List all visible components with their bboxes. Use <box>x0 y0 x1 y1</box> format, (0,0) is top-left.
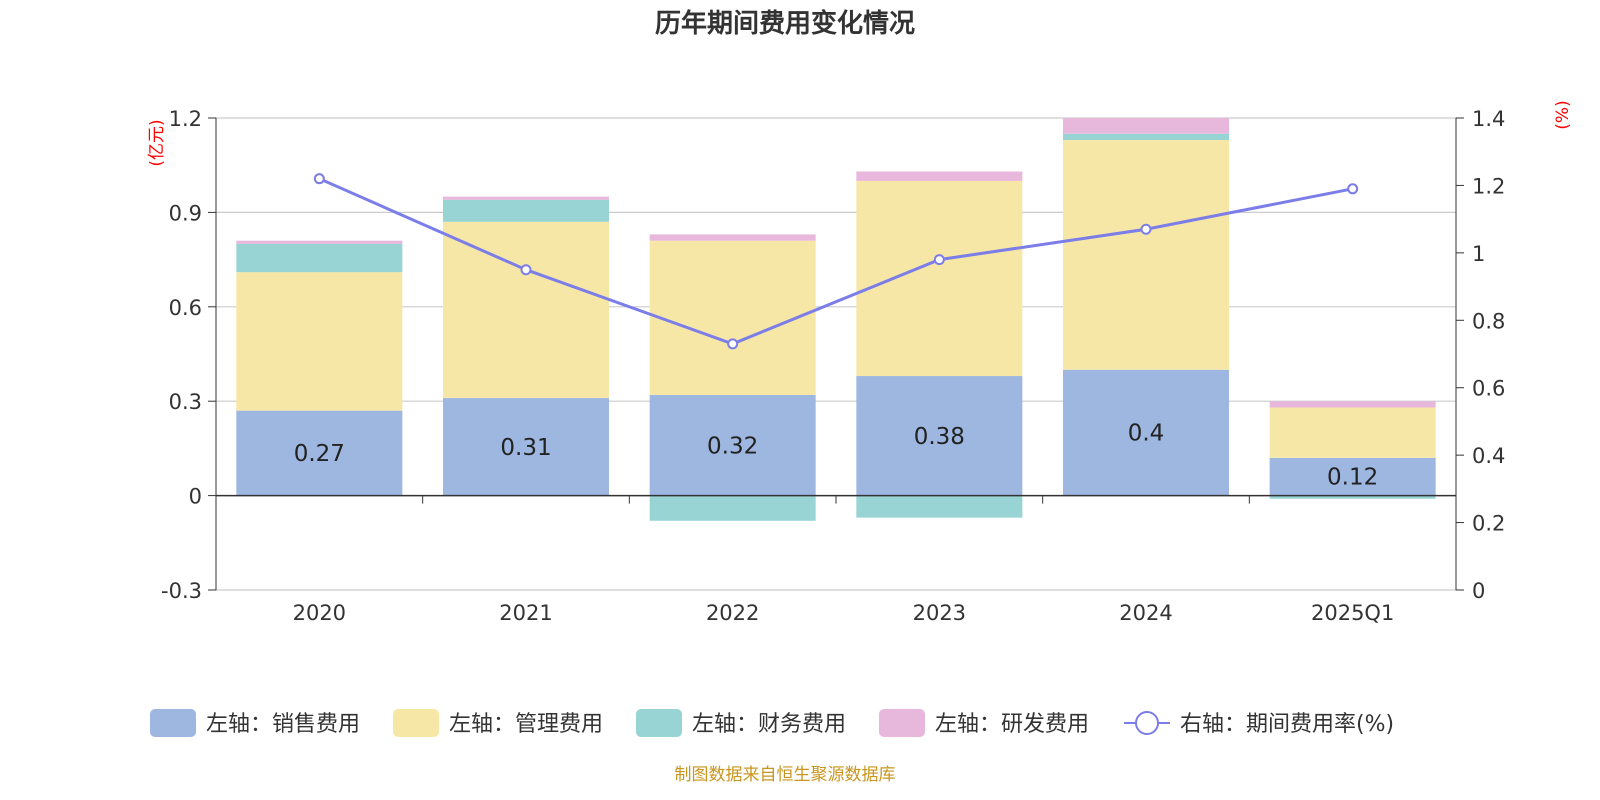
legend-label: 左轴：销售费用 <box>206 712 360 737</box>
bar-value-label: 0.12 <box>1327 465 1378 491</box>
bar-3-2021 <box>443 199 609 222</box>
bar-2-2023 <box>856 180 1023 377</box>
left-tick-label: 0.6 <box>169 296 202 320</box>
left-tick-label: -0.3 <box>161 579 202 603</box>
rate-line-point <box>1140 223 1152 235</box>
right-tick-label: 0.8 <box>1472 309 1505 333</box>
bar-3-2020 <box>236 243 403 273</box>
bar-value-label: 0.31 <box>500 435 551 461</box>
category-label: 2023 <box>913 601 966 625</box>
bar-1-2023 <box>856 376 1023 496</box>
legend-swatch <box>879 709 925 737</box>
bar-3-2024 <box>1063 133 1229 141</box>
rate-line-point <box>1347 183 1359 195</box>
bar-value-label: 0.4 <box>1128 421 1165 447</box>
category-label: 2025Q1 <box>1311 601 1394 625</box>
bar-1-2024 <box>1063 369 1229 496</box>
bar-value-label: 0.27 <box>294 441 345 467</box>
right-tick-label: 0.6 <box>1472 377 1505 401</box>
bars <box>236 118 1436 521</box>
right-tick-label: 0 <box>1472 579 1485 603</box>
category-label: 2024 <box>1119 601 1172 625</box>
bar-1-2020 <box>236 410 403 496</box>
left-axis-unit: (亿元) <box>147 119 167 166</box>
category-label: 2022 <box>706 601 759 625</box>
bar-2-2024 <box>1063 140 1229 370</box>
legend-label: 左轴：管理费用 <box>449 712 603 737</box>
category-label: 2021 <box>499 601 552 625</box>
legend-marker <box>1135 711 1159 735</box>
left-tick-label: 0.3 <box>169 390 202 414</box>
bar-3-2022 <box>649 495 816 521</box>
bar-1-2022 <box>649 394 816 496</box>
bar-4-2020 <box>236 240 403 244</box>
bar-4-2021 <box>443 196 609 200</box>
bar-4-2022 <box>649 234 816 241</box>
bar-2-2022 <box>649 240 816 395</box>
legend: 左轴：销售费用 左轴：管理费用 左轴：财务费用 左轴：研发费用 右轴：期间费用率(%) <box>150 709 1394 737</box>
right-tick-label: 1.2 <box>1472 174 1505 198</box>
bar-3-2025Q1 <box>1269 495 1436 499</box>
legend-label: 左轴：研发费用 <box>935 712 1089 737</box>
bar-2-2020 <box>236 272 403 411</box>
bar-1-2021 <box>443 398 609 496</box>
right-axis-unit: (%) <box>1553 100 1573 129</box>
bar-4-2025Q1 <box>1269 401 1436 408</box>
bar-3-2023 <box>856 495 1023 518</box>
legend-label: 右轴：期间费用率(%) <box>1180 712 1394 737</box>
left-tick-label: 1.2 <box>169 107 202 131</box>
rate-line-point <box>313 173 325 185</box>
bar-4-2024 <box>1063 118 1229 134</box>
bar-2-2025Q1 <box>1269 407 1436 458</box>
rate-line-path <box>318 177 1353 346</box>
bar-value-label: 0.38 <box>914 424 965 450</box>
right-tick-label: 1 <box>1472 242 1485 266</box>
bar-value-label: 0.32 <box>707 433 758 459</box>
rate-line-point <box>727 338 739 350</box>
chart-title: 历年期间费用变化情况 <box>655 8 915 39</box>
left-tick-label: 0.9 <box>169 201 202 225</box>
right-tick-label: 0.4 <box>1472 444 1505 468</box>
right-tick-label: 0.2 <box>1472 512 1505 536</box>
legend-label: 左轴：财务费用 <box>692 712 846 737</box>
legend-swatch <box>393 709 439 737</box>
bar-1-2025Q1 <box>1269 457 1436 496</box>
bar-2-2021 <box>443 221 609 399</box>
category-label: 2020 <box>293 601 346 625</box>
legend-swatch <box>636 709 682 737</box>
axes: -0.3 0 0.3 0.6 0.9 1.2 0 0.2 0.4 0.6 0.8 1 1.2 1.4 202… <box>161 107 1505 625</box>
rate-line <box>313 173 1359 350</box>
right-tick-label: 1.4 <box>1472 107 1505 131</box>
bar-labels: 0.27 0.31 0.32 0.38 0.4 0.12 <box>294 421 1379 491</box>
left-tick-label: 0 <box>189 485 202 509</box>
legend-swatch <box>150 709 196 737</box>
rate-line-point <box>520 264 532 276</box>
bar-4-2023 <box>856 171 1023 181</box>
source-note: 制图数据来自恒生聚源数据库 <box>675 765 896 785</box>
rate-line-point <box>933 254 945 266</box>
